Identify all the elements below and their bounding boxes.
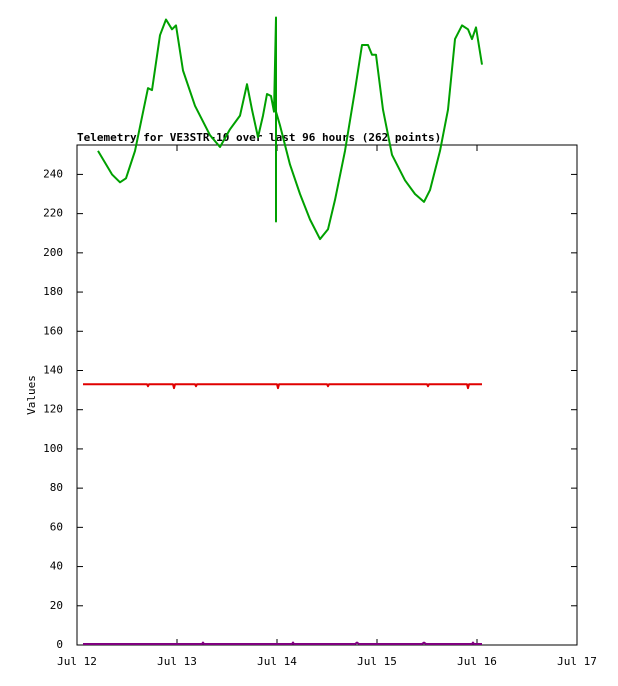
y-tick-label: 80 [50,481,63,494]
x-tick-label: Jul 14 [257,655,297,668]
y-tick-label: 160 [43,324,63,337]
y-tick-label: 140 [43,363,63,376]
x-tick-label: Jul 17 [557,655,597,668]
series-line [83,641,482,645]
y-tick-label: 180 [43,285,63,298]
y-tick-label: 20 [50,599,63,612]
y-tick-label: 200 [43,246,63,259]
y-tick-label: 60 [50,520,63,533]
plot-frame [76,144,578,646]
y-tick-label: 40 [50,560,63,573]
series-line [97,16,483,241]
series-line [83,383,482,390]
y-tick-label: 120 [43,403,63,416]
chart-title: Telemetry for VE3STR-10 over last 96 hou… [77,131,441,144]
y-tick-label: 240 [43,167,63,180]
x-tick-label: Jul 13 [157,655,197,668]
x-tick-label: Jul 12 [57,655,97,668]
x-tick-label: Jul 16 [457,655,497,668]
y-tick-label: 100 [43,442,63,455]
y-axis-label: Values [25,375,38,415]
y-tick-label: 220 [43,207,63,220]
x-tick-label: Jul 15 [357,655,397,668]
y-tick-label: 0 [56,638,63,651]
